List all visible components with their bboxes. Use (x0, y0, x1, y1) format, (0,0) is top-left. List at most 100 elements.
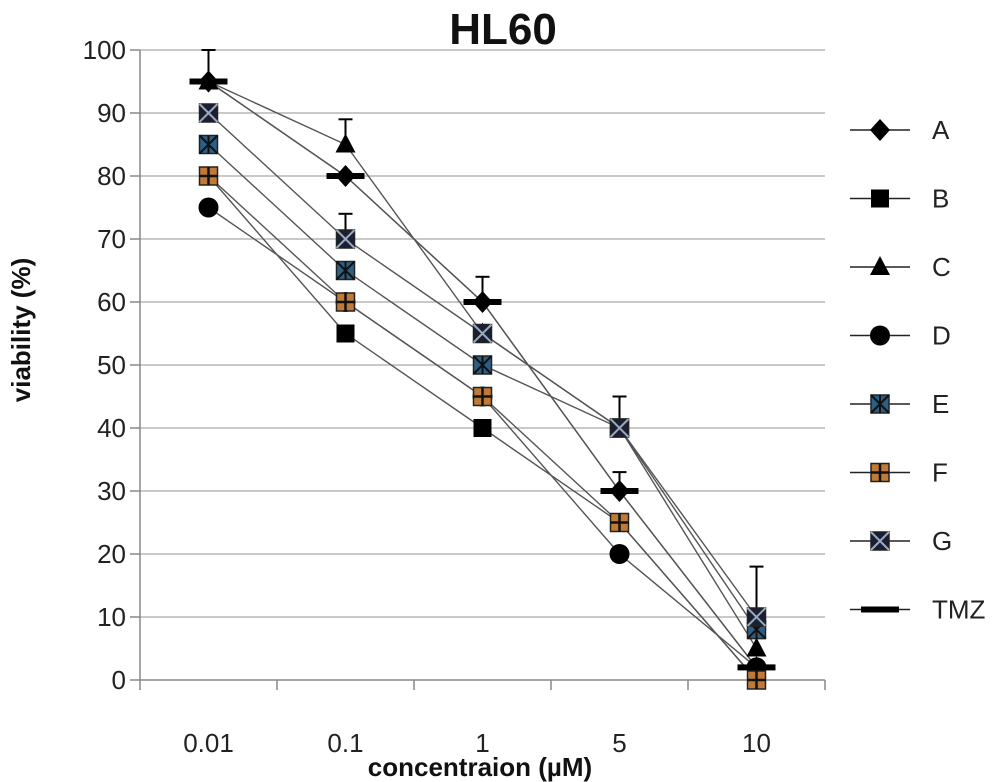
marker-shape (326, 173, 365, 179)
marker-glyph (335, 229, 356, 249)
legend: A B C D E F G TMZ (850, 115, 986, 625)
point-d (198, 197, 219, 218)
point-c (335, 133, 356, 153)
series-lines (207, 80, 758, 681)
legend-item-g: G (850, 526, 952, 556)
y-tick-label: 30 (97, 476, 126, 506)
x-tick-label: 1 (475, 728, 489, 758)
legend-item-b: B (850, 184, 949, 214)
x-tick-label: 5 (612, 728, 626, 758)
marker-shape (336, 324, 355, 343)
y-tick-label: 80 (97, 161, 126, 191)
point-b (336, 324, 355, 343)
marker-shape (870, 256, 890, 275)
legend-marker (861, 606, 899, 613)
marker-shape (870, 325, 890, 346)
marker-glyph (199, 167, 218, 185)
point-f (198, 166, 219, 186)
marker-glyph (472, 355, 493, 375)
y-tick-label: 70 (97, 224, 126, 254)
axes (139, 50, 825, 681)
marker-glyph (746, 607, 767, 627)
x-axis-title: concentraion (µM) (368, 752, 592, 782)
point-f (335, 292, 356, 312)
legend-item-a: A (850, 115, 950, 145)
legend-label: TMZ (932, 595, 986, 625)
point-tmz (189, 78, 228, 85)
y-tick-label: 10 (97, 602, 126, 632)
point-g (198, 103, 219, 123)
gridlines (130, 49, 826, 690)
chart-title: HL60 (449, 5, 557, 54)
point-e (335, 260, 356, 281)
marker-shape (737, 664, 776, 671)
point-tmz (737, 664, 776, 671)
legend-marker (870, 531, 890, 551)
marker-shape (463, 299, 502, 305)
marker-shape (870, 119, 890, 141)
legend-marker (871, 189, 889, 208)
marker-shape (871, 189, 889, 208)
marker-glyph (473, 387, 492, 406)
legend-label: G (932, 526, 952, 556)
legend-item-tmz: TMZ (850, 595, 986, 625)
point-e (472, 355, 493, 375)
y-tick-label: 90 (97, 98, 126, 128)
marker-shape (600, 488, 639, 494)
x-tick-label: 0.01 (183, 728, 234, 758)
data-markers (189, 70, 776, 690)
marker-glyph (335, 260, 356, 281)
y-tick-labels: 0 10 20 30 40 50 60 70 80 90 100 (83, 35, 126, 695)
y-tick-label: 60 (97, 287, 126, 317)
y-tick-label: 0 (112, 665, 126, 695)
point-g (472, 323, 493, 344)
point-g (609, 418, 630, 438)
marker-glyph (871, 463, 889, 482)
legend-marker (870, 119, 890, 141)
marker-shape (473, 419, 492, 437)
legend-marker (870, 462, 890, 483)
marker-glyph (198, 134, 219, 155)
y-tick-label: 100 (83, 35, 126, 65)
x-tick-labels: 0.01 0.1 1 5 10 (183, 728, 771, 758)
point-f (609, 512, 630, 533)
marker-glyph (472, 323, 493, 344)
marker-shape (189, 78, 228, 85)
marker-glyph (610, 513, 629, 532)
point-f (472, 386, 493, 407)
point-e (198, 134, 219, 155)
marker-glyph (870, 531, 890, 551)
y-tick-label: 40 (97, 413, 126, 443)
legend-marker (870, 394, 890, 414)
marker-shape (861, 606, 899, 613)
marker-glyph (747, 671, 766, 689)
marker-shape (609, 544, 630, 564)
marker-glyph (336, 293, 355, 311)
x-tick-label: 0.1 (327, 728, 363, 758)
legend-item-d: D (850, 321, 951, 351)
legend-item-e: E (850, 389, 949, 419)
point-b (473, 419, 492, 437)
y-tick-label: 50 (97, 350, 126, 380)
legend-label: F (932, 458, 948, 488)
point-tmz (326, 173, 365, 179)
legend-item-f: F (850, 458, 948, 488)
legend-marker (870, 256, 890, 275)
point-tmz (463, 299, 502, 305)
legend-marker (870, 325, 890, 346)
y-axis-title: viability (%) (6, 258, 36, 402)
point-d (609, 544, 630, 564)
marker-glyph (198, 103, 219, 123)
marker-glyph (609, 418, 630, 438)
legend-label: C (932, 252, 951, 282)
point-g (746, 607, 767, 627)
legend-label: A (932, 115, 950, 145)
legend-label: E (932, 389, 949, 419)
x-tick-label: 10 (742, 728, 771, 758)
point-c (746, 637, 767, 657)
point-g (335, 229, 356, 249)
legend-item-c: C (850, 252, 951, 282)
legend-label: D (932, 321, 951, 351)
marker-shape (335, 133, 356, 153)
marker-shape (746, 637, 767, 657)
